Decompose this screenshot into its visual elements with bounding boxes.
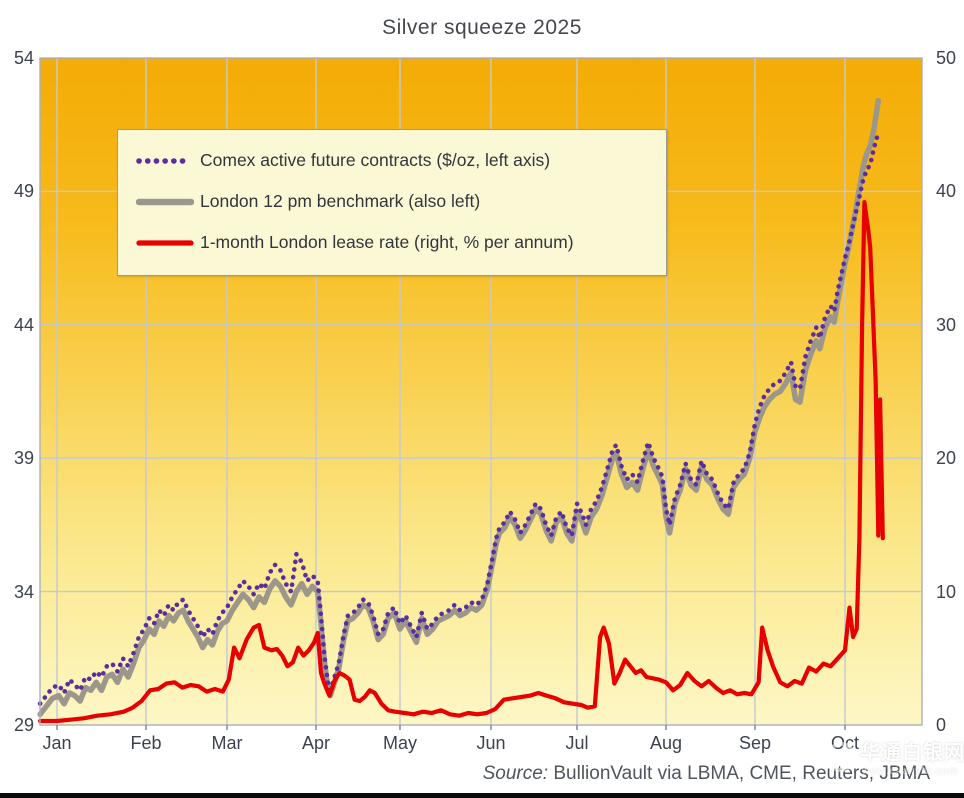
y-right-tick-50: 50 — [936, 48, 957, 68]
y-left-tick-39: 39 — [13, 448, 34, 469]
source-text: BullionVault via LBMA, CME, Reuters, JBM… — [548, 763, 930, 784]
y-right-tick-20: 20 — [936, 448, 957, 469]
chart-legend: Comex active future contracts ($/oz, lef… — [117, 129, 667, 276]
y-right-tick-30: 30 — [936, 314, 957, 335]
y-right-tick-0: 0 — [936, 715, 947, 735]
x-tick-jan: Jan — [42, 733, 72, 753]
x-axis-ticks — [56, 725, 846, 730]
dotted-line-swatch-icon — [136, 154, 194, 168]
y-right-tick-10: 10 — [936, 581, 957, 602]
legend-label: London 12 pm benchmark (also left) — [200, 191, 481, 211]
legend-item-london: London 12 pm benchmark (also left) — [135, 181, 652, 222]
y-left-tick-34: 34 — [13, 581, 34, 602]
solid-line-swatch-icon — [136, 236, 194, 250]
plot-frame — [39, 57, 923, 726]
y-left-tick-29: 29 — [13, 715, 34, 735]
x-tick-feb: Feb — [130, 733, 162, 753]
x-tick-may: May — [382, 733, 417, 753]
x-tick-mar: Mar — [211, 733, 243, 753]
x-tick-apr: Apr — [301, 733, 330, 753]
series-line-london — [37, 97, 882, 718]
solid-line-swatch-icon — [135, 195, 195, 209]
source-prefix: Source: — [482, 763, 549, 784]
series-line-comex — [37, 130, 881, 707]
legend-item-comex: Comex active future contracts ($/oz, lef… — [136, 140, 652, 181]
legend-label: Comex active future contracts ($/oz, lef… — [200, 150, 551, 170]
y-left-tick-44: 44 — [13, 314, 34, 335]
x-tick-jul: Jul — [565, 733, 589, 753]
y-left-tick-49: 49 — [13, 181, 34, 202]
y-right-tick-40: 40 — [936, 181, 957, 202]
source-attribution: Source: BullionVault via LBMA, CME, Reut… — [0, 763, 930, 785]
legend-item-lease-rate: 1-month London lease rate (right, % per … — [136, 222, 652, 263]
chart-title: Silver squeeze 2025 — [382, 16, 582, 39]
y-left-tick-54: 54 — [13, 48, 34, 68]
x-tick-aug: Aug — [649, 733, 683, 753]
legend-label: 1-month London lease rate (right, % per … — [200, 232, 574, 252]
bottom-border-bar — [0, 793, 964, 798]
x-tick-sep: Sep — [738, 733, 772, 753]
x-tick-jun: Jun — [476, 733, 506, 753]
series-line-lease-rate — [37, 200, 885, 724]
x-tick-oct: Oct — [830, 733, 859, 753]
